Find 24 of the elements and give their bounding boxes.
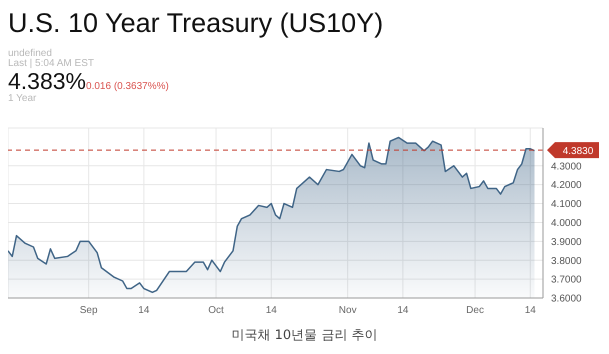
y-tick-label: 4.3000	[551, 161, 582, 172]
x-tick-label: Nov	[338, 305, 357, 316]
y-tick-label: 3.8000	[551, 256, 582, 267]
x-tick-label: 14	[138, 305, 150, 316]
y-tick-label: 4.2000	[551, 180, 582, 192]
x-tick-label: 14	[524, 305, 536, 316]
y-tick-label: 3.6000	[551, 294, 582, 305]
text: 0.016 (0.3637%%)	[86, 81, 169, 92]
x-tick-label: Dec	[466, 305, 484, 316]
text: undefined	[8, 48, 52, 59]
text: Last | 5:04 AM EST	[8, 58, 94, 69]
x-tick-label: 14	[397, 305, 409, 316]
x-tick-label: Sep	[80, 305, 98, 316]
y-tick-label: 3.7000	[551, 274, 582, 286]
y-tick-label: 4.1000	[551, 199, 582, 210]
y-tick-label: 4.0000	[551, 218, 582, 229]
text: 1 Year	[8, 93, 36, 104]
x-tick-label: Oct	[208, 305, 224, 316]
chart-title: U.S. 10 Year Treasury (US10Y)	[8, 8, 384, 39]
x-tick-label: 14	[266, 305, 278, 316]
ref-line-label: 4.3830	[562, 146, 594, 158]
text: 미국채 10년물 금리 추이	[230, 327, 378, 344]
text: 4.383%	[8, 68, 86, 94]
y-tick-label: 3.9000	[551, 236, 582, 248]
